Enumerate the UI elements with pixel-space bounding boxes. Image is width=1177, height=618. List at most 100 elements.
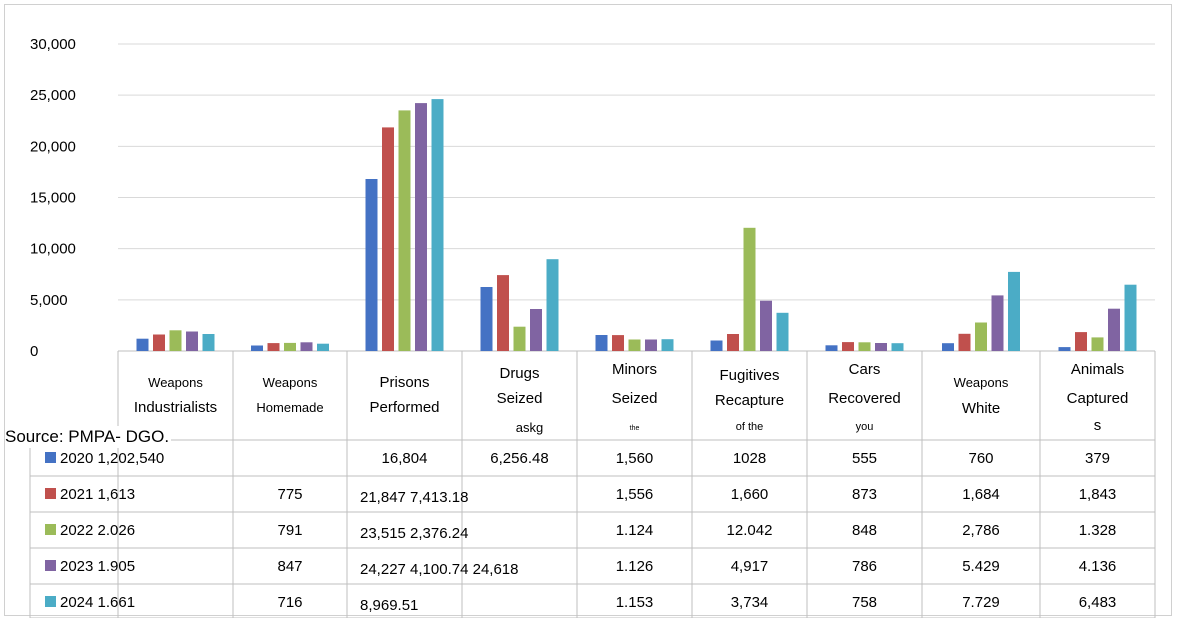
bar (431, 99, 444, 351)
y-tick-label: 20,000 (30, 138, 76, 155)
bar (513, 326, 526, 351)
bar (710, 340, 723, 351)
category-label: Prisons (379, 374, 429, 391)
legend-swatch (45, 560, 56, 571)
table-cell: 2021 1,613 (60, 486, 135, 503)
source-note: Source: PMPA- DGO. (5, 426, 172, 448)
table-cell: 1.328 (1079, 522, 1117, 539)
y-tick-label: 30,000 (30, 36, 76, 53)
bar (1108, 308, 1120, 351)
bar (1058, 347, 1071, 351)
bar (858, 342, 871, 351)
table-cell: 2024 1.661 (60, 594, 135, 611)
bar (300, 342, 313, 351)
table-cell: 12.042 (727, 522, 773, 539)
category-label: Captured (1067, 390, 1129, 407)
category-label: the (630, 425, 640, 432)
bar (284, 342, 296, 351)
bar (480, 287, 493, 351)
category-label: Animals (1071, 361, 1124, 378)
category-label: Industrialists (134, 399, 217, 416)
bar (991, 295, 1004, 351)
table-cell: 791 (277, 522, 302, 539)
category-label: Seized (497, 390, 543, 407)
bar (842, 342, 854, 351)
table-cell: 847 (277, 558, 302, 575)
category-label: Minors (612, 361, 657, 378)
table-cell: 786 (852, 558, 877, 575)
table-cell: 1,560 (616, 450, 654, 467)
category-label: Performed (369, 399, 439, 416)
bar (317, 343, 329, 351)
table-cell: 1,660 (731, 486, 769, 503)
bar (546, 259, 559, 351)
bar (875, 343, 887, 351)
bar (776, 312, 789, 351)
bar (169, 330, 182, 351)
y-tick-label: 0 (30, 343, 38, 360)
table-cell: 1.126 (616, 558, 654, 575)
table-cell: 5.429 (962, 558, 1000, 575)
bar (382, 127, 394, 352)
table-cell: 21,847 7,413.18 (360, 489, 468, 506)
category-label: Recovered (828, 390, 901, 407)
bar (612, 335, 624, 351)
category-label: s (1094, 417, 1102, 434)
table-cell: 8,969.51 (360, 597, 418, 614)
table-cell: 1.124 (616, 522, 654, 539)
table-cell: 4,917 (731, 558, 769, 575)
table-cell: 1.153 (616, 594, 654, 611)
table-cell: 6,256.48 (490, 450, 548, 467)
category-label: askg (516, 420, 543, 435)
table-cell: 848 (852, 522, 877, 539)
table-cell: 2022 2.026 (60, 522, 135, 539)
category-label: Cars (849, 361, 881, 378)
table-cell: 873 (852, 486, 877, 503)
bar (398, 110, 411, 352)
table-cell: 2023 1.905 (60, 558, 135, 575)
bar (1008, 271, 1020, 351)
table-cell: 16,804 (382, 450, 428, 467)
table-cell: 6,483 (1079, 594, 1117, 611)
bar (595, 335, 608, 351)
table-cell: 2020 1,202,540 (60, 450, 164, 467)
bar (760, 300, 772, 351)
table-cell: 760 (968, 450, 993, 467)
bar (628, 339, 641, 351)
table-cell: 4.136 (1079, 558, 1117, 575)
bar (365, 179, 378, 351)
bar (645, 339, 657, 351)
bar (942, 343, 954, 351)
bar (661, 339, 674, 351)
table-cell: 758 (852, 594, 877, 611)
table-cell: 3,734 (731, 594, 769, 611)
table-cell: 1,684 (962, 486, 1000, 503)
bar (727, 334, 739, 351)
category-label: Weapons (148, 375, 203, 390)
table-cell: 1,843 (1079, 486, 1117, 503)
bar (958, 333, 971, 351)
bar (415, 103, 427, 351)
category-label: Fugitives (719, 367, 779, 384)
table-cell: 716 (277, 594, 302, 611)
bar (743, 227, 756, 351)
category-label: Homemade (256, 400, 323, 415)
table-cell: 775 (277, 486, 302, 503)
category-label: Seized (612, 390, 658, 407)
table-cell: 7.729 (962, 594, 1000, 611)
bar (267, 343, 280, 351)
bar (251, 345, 263, 351)
category-label: of the (736, 421, 764, 433)
table-cell: 1,556 (616, 486, 654, 503)
table-cell: 555 (852, 450, 877, 467)
legend-swatch (45, 524, 56, 535)
bar (1124, 284, 1137, 351)
category-label: Drugs (499, 365, 539, 382)
y-tick-label: 5,000 (30, 292, 68, 309)
bar (1091, 337, 1104, 351)
table-cell: 379 (1085, 450, 1110, 467)
bar (136, 338, 149, 351)
category-label: Recapture (715, 392, 784, 409)
legend-swatch (45, 596, 56, 607)
